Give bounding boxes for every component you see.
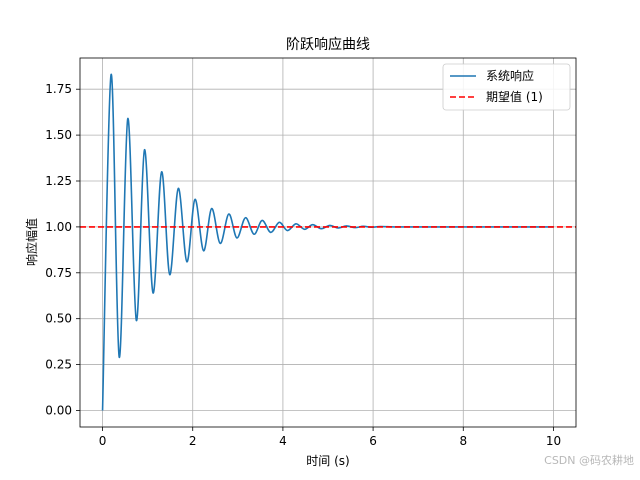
x-tick-label: 10 xyxy=(546,434,561,448)
x-tick-label: 6 xyxy=(369,434,377,448)
legend-label-expected-value: 期望值 (1) xyxy=(486,89,543,104)
y-axis-label: 响应幅值 xyxy=(24,218,39,266)
y-tick-label: 1.25 xyxy=(45,174,72,188)
chart-title: 阶跃响应曲线 xyxy=(286,36,370,53)
legend-label-system-response: 系统响应 xyxy=(486,68,534,83)
x-tick-label: 8 xyxy=(459,434,467,448)
y-tick-label: 0.75 xyxy=(45,266,72,280)
x-tick-label: 0 xyxy=(99,434,107,448)
plot-frame xyxy=(79,57,577,428)
watermark: CSDN @码农耕地 xyxy=(544,454,634,467)
y-tick-label: 1.75 xyxy=(45,82,72,96)
y-tick-label: 0.25 xyxy=(45,358,72,372)
y-tick-label: 0.00 xyxy=(45,403,72,417)
legend: 系统响应 期望值 (1) xyxy=(442,63,571,111)
x-tick-label: 2 xyxy=(189,434,197,448)
y-tick-label: 0.50 xyxy=(45,312,72,326)
x-axis-label: 时间 (s) xyxy=(306,454,349,468)
series-layer xyxy=(80,73,576,411)
ticks: 0 2 4 6 8 10 0.00 0.25 0.50 0.75 1.00 1.25 1.50 1.75 xyxy=(45,82,561,448)
x-tick-label: 4 xyxy=(279,434,287,448)
y-tick-label: 1.00 xyxy=(45,220,72,234)
y-tick-label: 1.50 xyxy=(45,128,72,142)
